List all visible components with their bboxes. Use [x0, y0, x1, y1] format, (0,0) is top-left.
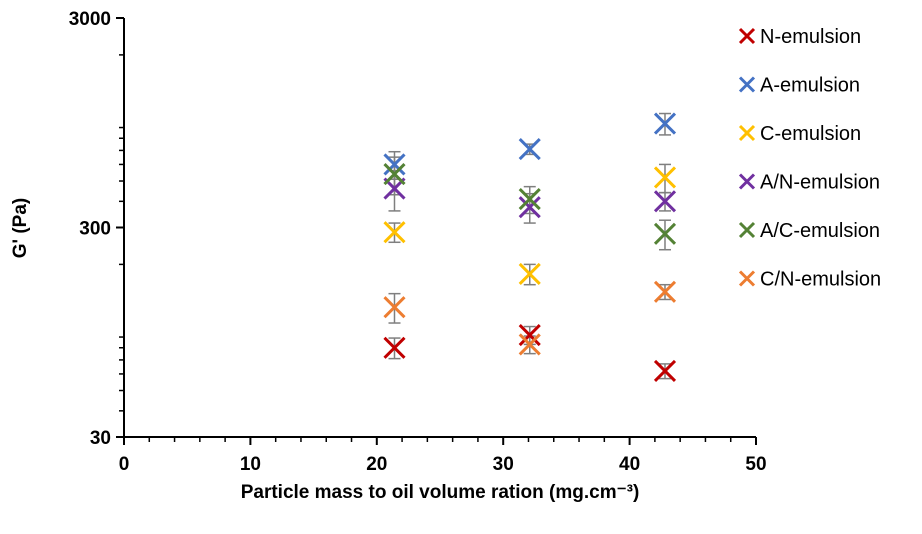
x-axis-title: Particle mass to oil volume ration (mg.c…: [241, 482, 640, 503]
legend-label: N-emulsion: [760, 26, 861, 48]
legend-marker-icon: [738, 270, 756, 287]
x-tick-label: 50: [745, 454, 766, 475]
data-point-1: [383, 336, 406, 359]
data-point-2: [383, 153, 406, 176]
data-point-6: [518, 333, 541, 356]
legend-item: C-emulsion: [738, 123, 861, 145]
legend-label: A-emulsion: [760, 75, 860, 97]
y-tick-label: 300: [79, 219, 111, 240]
y-tick-label: 30: [90, 428, 111, 449]
legend-marker-icon: [738, 124, 756, 142]
data-point-5: [518, 188, 541, 211]
y-tick-label: 3000: [69, 9, 111, 30]
data-point-5: [653, 222, 677, 245]
legend-marker-icon: [738, 27, 756, 45]
data-point-3: [383, 221, 406, 244]
data-point-5: [383, 162, 406, 186]
legend-marker-icon: [738, 76, 756, 93]
data-point-4: [518, 196, 541, 219]
legend-label: C/N-emulsion: [760, 269, 881, 291]
data-point-2: [518, 138, 541, 161]
data-point-1: [518, 323, 541, 347]
markers: [383, 112, 677, 383]
x-tick-label: 20: [366, 454, 387, 475]
legend-label: A/N-emulsion: [760, 172, 880, 194]
legend-label: A/C-emulsion: [760, 220, 880, 242]
data-point-3: [653, 166, 677, 189]
x-tick-label: 10: [240, 454, 261, 475]
x-tick-label: 0: [119, 454, 130, 475]
legend-marker-icon: [738, 221, 756, 239]
x-tick-label: 40: [619, 454, 640, 475]
legend-item: A/C-emulsion: [738, 220, 880, 242]
legend-item: C/N-emulsion: [738, 269, 881, 291]
data-point-2: [653, 112, 677, 135]
y-axis-title: G' (Pa): [10, 198, 31, 258]
data-point-6: [653, 280, 677, 303]
axes: 0 10 20 30 40 50 30 300 3000: [69, 9, 767, 475]
data-point-4: [653, 190, 677, 213]
legend-label: C-emulsion: [760, 123, 861, 145]
legend-marker-icon: [738, 173, 756, 190]
data-point-6: [383, 296, 406, 319]
legend-item: A/N-emulsion: [738, 172, 880, 194]
error-bars: [388, 112, 671, 380]
legend-item: A-emulsion: [738, 75, 860, 97]
x-tick-label: 30: [493, 454, 514, 475]
data-point-3: [518, 262, 541, 286]
legend-item: N-emulsion: [738, 26, 861, 48]
data-point-1: [653, 359, 677, 383]
legend: N-emulsion A-emulsion C-emulsion A/N-emulsi…: [738, 26, 881, 291]
